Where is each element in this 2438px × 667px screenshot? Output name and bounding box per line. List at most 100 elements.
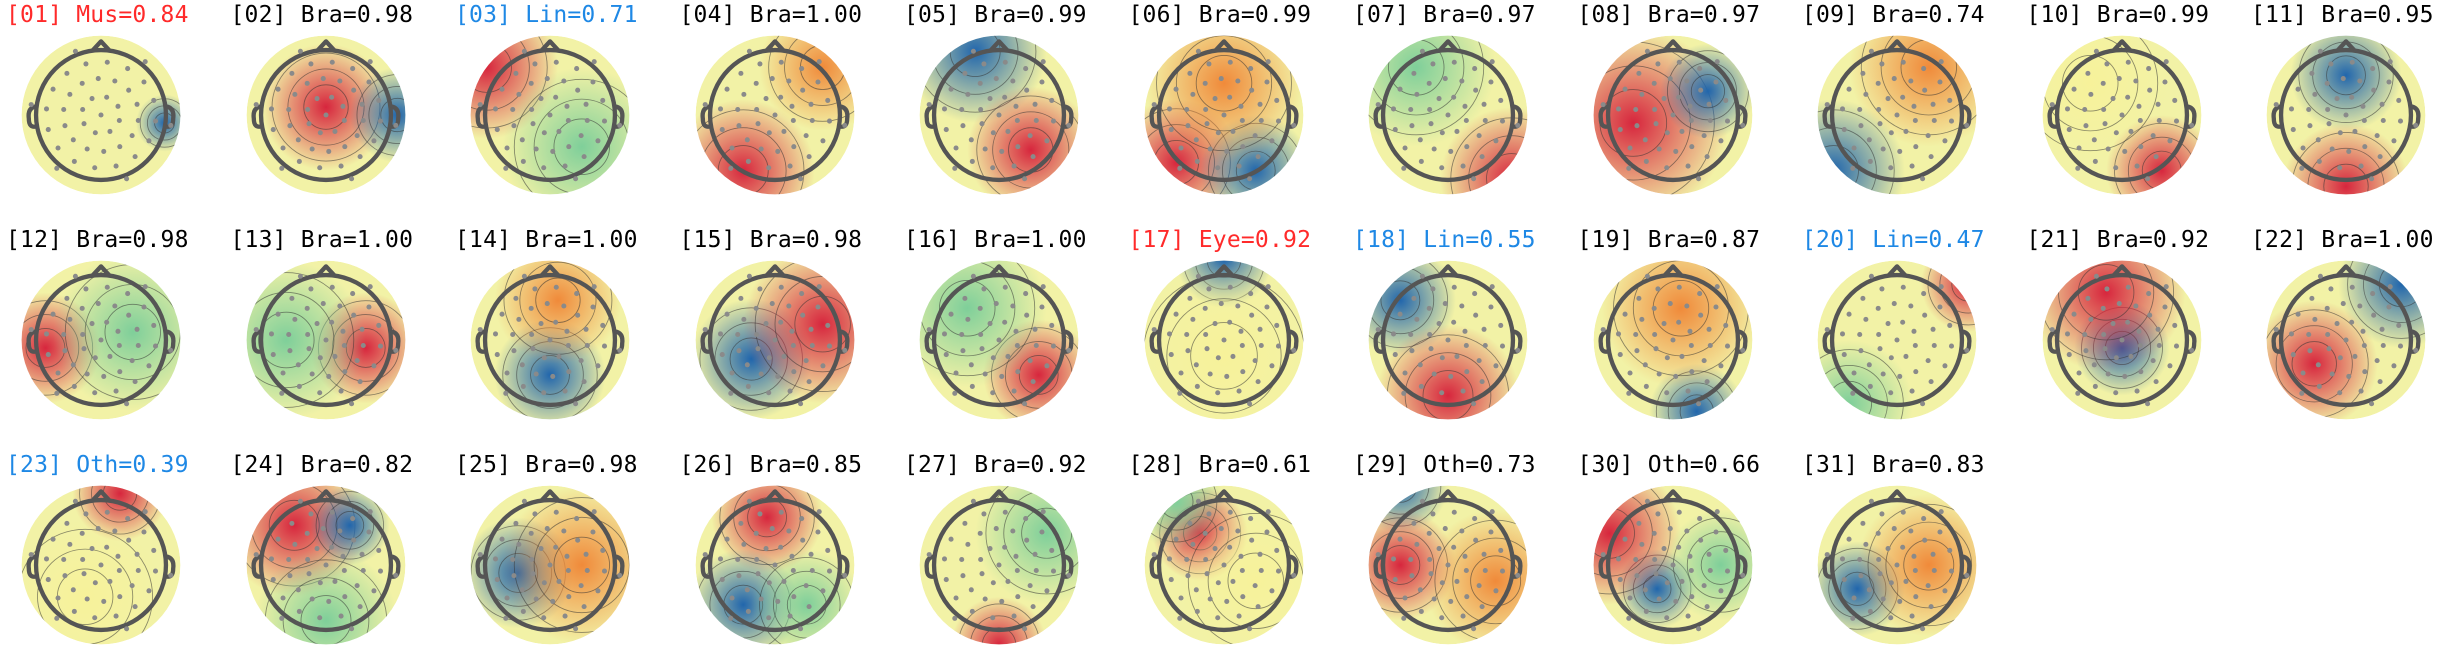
component-cell[interactable]: [06] Bra=0.99 [1129, 0, 1329, 210]
component-cell[interactable]: [30] Oth=0.66 [1578, 450, 1778, 660]
electrode-dot [104, 59, 110, 65]
electrode-dot [2105, 371, 2111, 377]
electrode-dot [1900, 59, 1906, 65]
electrode-dot [516, 541, 522, 547]
electrode-dot [948, 536, 954, 542]
electrode-dot [584, 117, 590, 124]
electrode-dot [151, 97, 157, 103]
electrode-dot [1229, 578, 1235, 584]
electrode-dot [80, 106, 86, 113]
electrode-dot [2100, 80, 2106, 86]
component-cell[interactable]: [15] Bra=0.98 [680, 225, 880, 435]
component-label: [24] Bra=0.82 [230, 452, 414, 478]
component-cell[interactable]: [13] Bra=1.00 [231, 225, 431, 435]
component-cell[interactable]: [10] Bra=0.99 [2027, 0, 2227, 210]
electrode-dot [2074, 390, 2080, 396]
component-cell[interactable]: [31] Bra=0.83 [1802, 450, 2002, 660]
electrode-dot [1942, 363, 1948, 369]
electrode-dot [142, 59, 148, 65]
component-label: [07] Bra=0.97 [1353, 2, 1536, 28]
electrode-dot [1417, 362, 1423, 368]
component-cell[interactable]: [27] Bra=0.92 [904, 450, 1104, 660]
electrode-dot [532, 286, 538, 292]
electrode-dot [981, 61, 987, 67]
component-cell[interactable]: [11] Bra=0.95 [2251, 0, 2438, 210]
electrode-dot [797, 176, 803, 182]
component-cell[interactable]: [29] Oth=0.73 [1353, 450, 1553, 660]
electrode-dot [1938, 59, 1944, 65]
component-cell[interactable]: [08] Bra=0.97 [1578, 0, 1778, 210]
component-cell[interactable]: [23] Oth=0.39 [6, 450, 206, 660]
electrode-dot [275, 86, 281, 92]
electrode-dot [92, 130, 98, 136]
electrode-dot [2127, 128, 2133, 134]
electrode-dot [1688, 342, 1694, 349]
electrode-dot [331, 578, 337, 584]
electrode-dot [1202, 305, 1208, 311]
component-cell[interactable]: [12] Bra=0.98 [6, 225, 206, 435]
electrode-dot [1894, 562, 1900, 568]
component-cell[interactable]: [20] Lin=0.47 [1802, 225, 2002, 435]
electrode-dot [50, 86, 56, 92]
electrode-dot [124, 401, 130, 407]
electrode-dot [2397, 343, 2404, 349]
scalp-topomap-icon [695, 485, 854, 645]
electrode-dot [564, 103, 570, 109]
electrode-dot [1237, 103, 1244, 109]
electrode-dot [1850, 390, 1856, 396]
electrode-dot [1964, 122, 1970, 128]
electrode-dot [758, 146, 764, 152]
electrode-dot [2163, 284, 2169, 290]
electrode-dot [1672, 148, 1678, 154]
electrode-dot [1275, 343, 1281, 349]
electrode-dot [719, 577, 725, 583]
electrode-dot [1401, 390, 1407, 396]
electrode-dot [370, 363, 376, 369]
electrode-dot [2391, 138, 2397, 144]
component-cell[interactable]: [25] Bra=0.98 [455, 450, 655, 660]
electrode-dot [1651, 331, 1657, 338]
component-cell[interactable]: [21] Bra=0.92 [2027, 225, 2227, 435]
electrode-dot [1168, 577, 1174, 583]
component-cell[interactable]: [24] Bra=0.82 [231, 450, 431, 660]
electrode-dot [1027, 133, 1033, 139]
electrode-dot [2101, 346, 2108, 352]
electrode-dot [1183, 556, 1189, 563]
electrode-dot [67, 316, 73, 322]
electrode-dot [1714, 509, 1720, 515]
electrode-dot [64, 295, 70, 301]
component-cell[interactable]: [26] Bra=0.85 [680, 450, 880, 660]
component-cell[interactable]: [18] Lin=0.55 [1353, 225, 1553, 435]
component-cell[interactable]: [16] Bra=1.00 [904, 225, 1104, 435]
electrode-dot [1863, 91, 1869, 97]
electrode-dot [1252, 133, 1258, 139]
electrode-dot [1390, 556, 1397, 562]
electrode-dot [1846, 536, 1852, 542]
component-cell[interactable]: [04] Bra=1.00 [680, 0, 880, 210]
electrode-dot [1414, 316, 1420, 322]
electrode-dot [92, 355, 98, 361]
component-cell[interactable]: [09] Bra=0.74 [1802, 0, 2002, 210]
electrode-dot [1868, 48, 1874, 54]
electrode-dot [1880, 596, 1886, 602]
component-cell[interactable]: [03] Lin=0.71 [455, 0, 655, 210]
component-cell[interactable]: [17] Eye=0.92 [1129, 225, 1329, 435]
component-cell[interactable]: [07] Bra=0.97 [1353, 0, 1553, 210]
component-label: [15] Bra=0.98 [679, 227, 863, 253]
electrode-dot [2100, 305, 2106, 311]
component-cell[interactable]: [01] Mus=0.84 [6, 0, 206, 210]
electrode-dot [926, 102, 932, 108]
component-cell[interactable]: [05] Bra=0.99 [904, 0, 1104, 210]
component-cell[interactable]: [28] Bra=0.61 [1129, 450, 1329, 660]
electrode-dot [1273, 97, 1279, 103]
component-cell[interactable]: [14] Bra=1.00 [455, 225, 655, 435]
component-cell[interactable]: [22] Bra=1.00 [2251, 225, 2438, 435]
electrode-dot [1227, 284, 1233, 290]
component-cell[interactable]: [02] Bra=0.98 [231, 0, 431, 210]
electrode-dot [50, 536, 56, 542]
component-cell[interactable]: [19] Bra=0.87 [1578, 225, 1778, 435]
electrode-dot [960, 573, 966, 579]
electrode-dot [135, 117, 141, 124]
electrode-dot [2112, 390, 2118, 396]
electrode-dot [152, 568, 159, 574]
